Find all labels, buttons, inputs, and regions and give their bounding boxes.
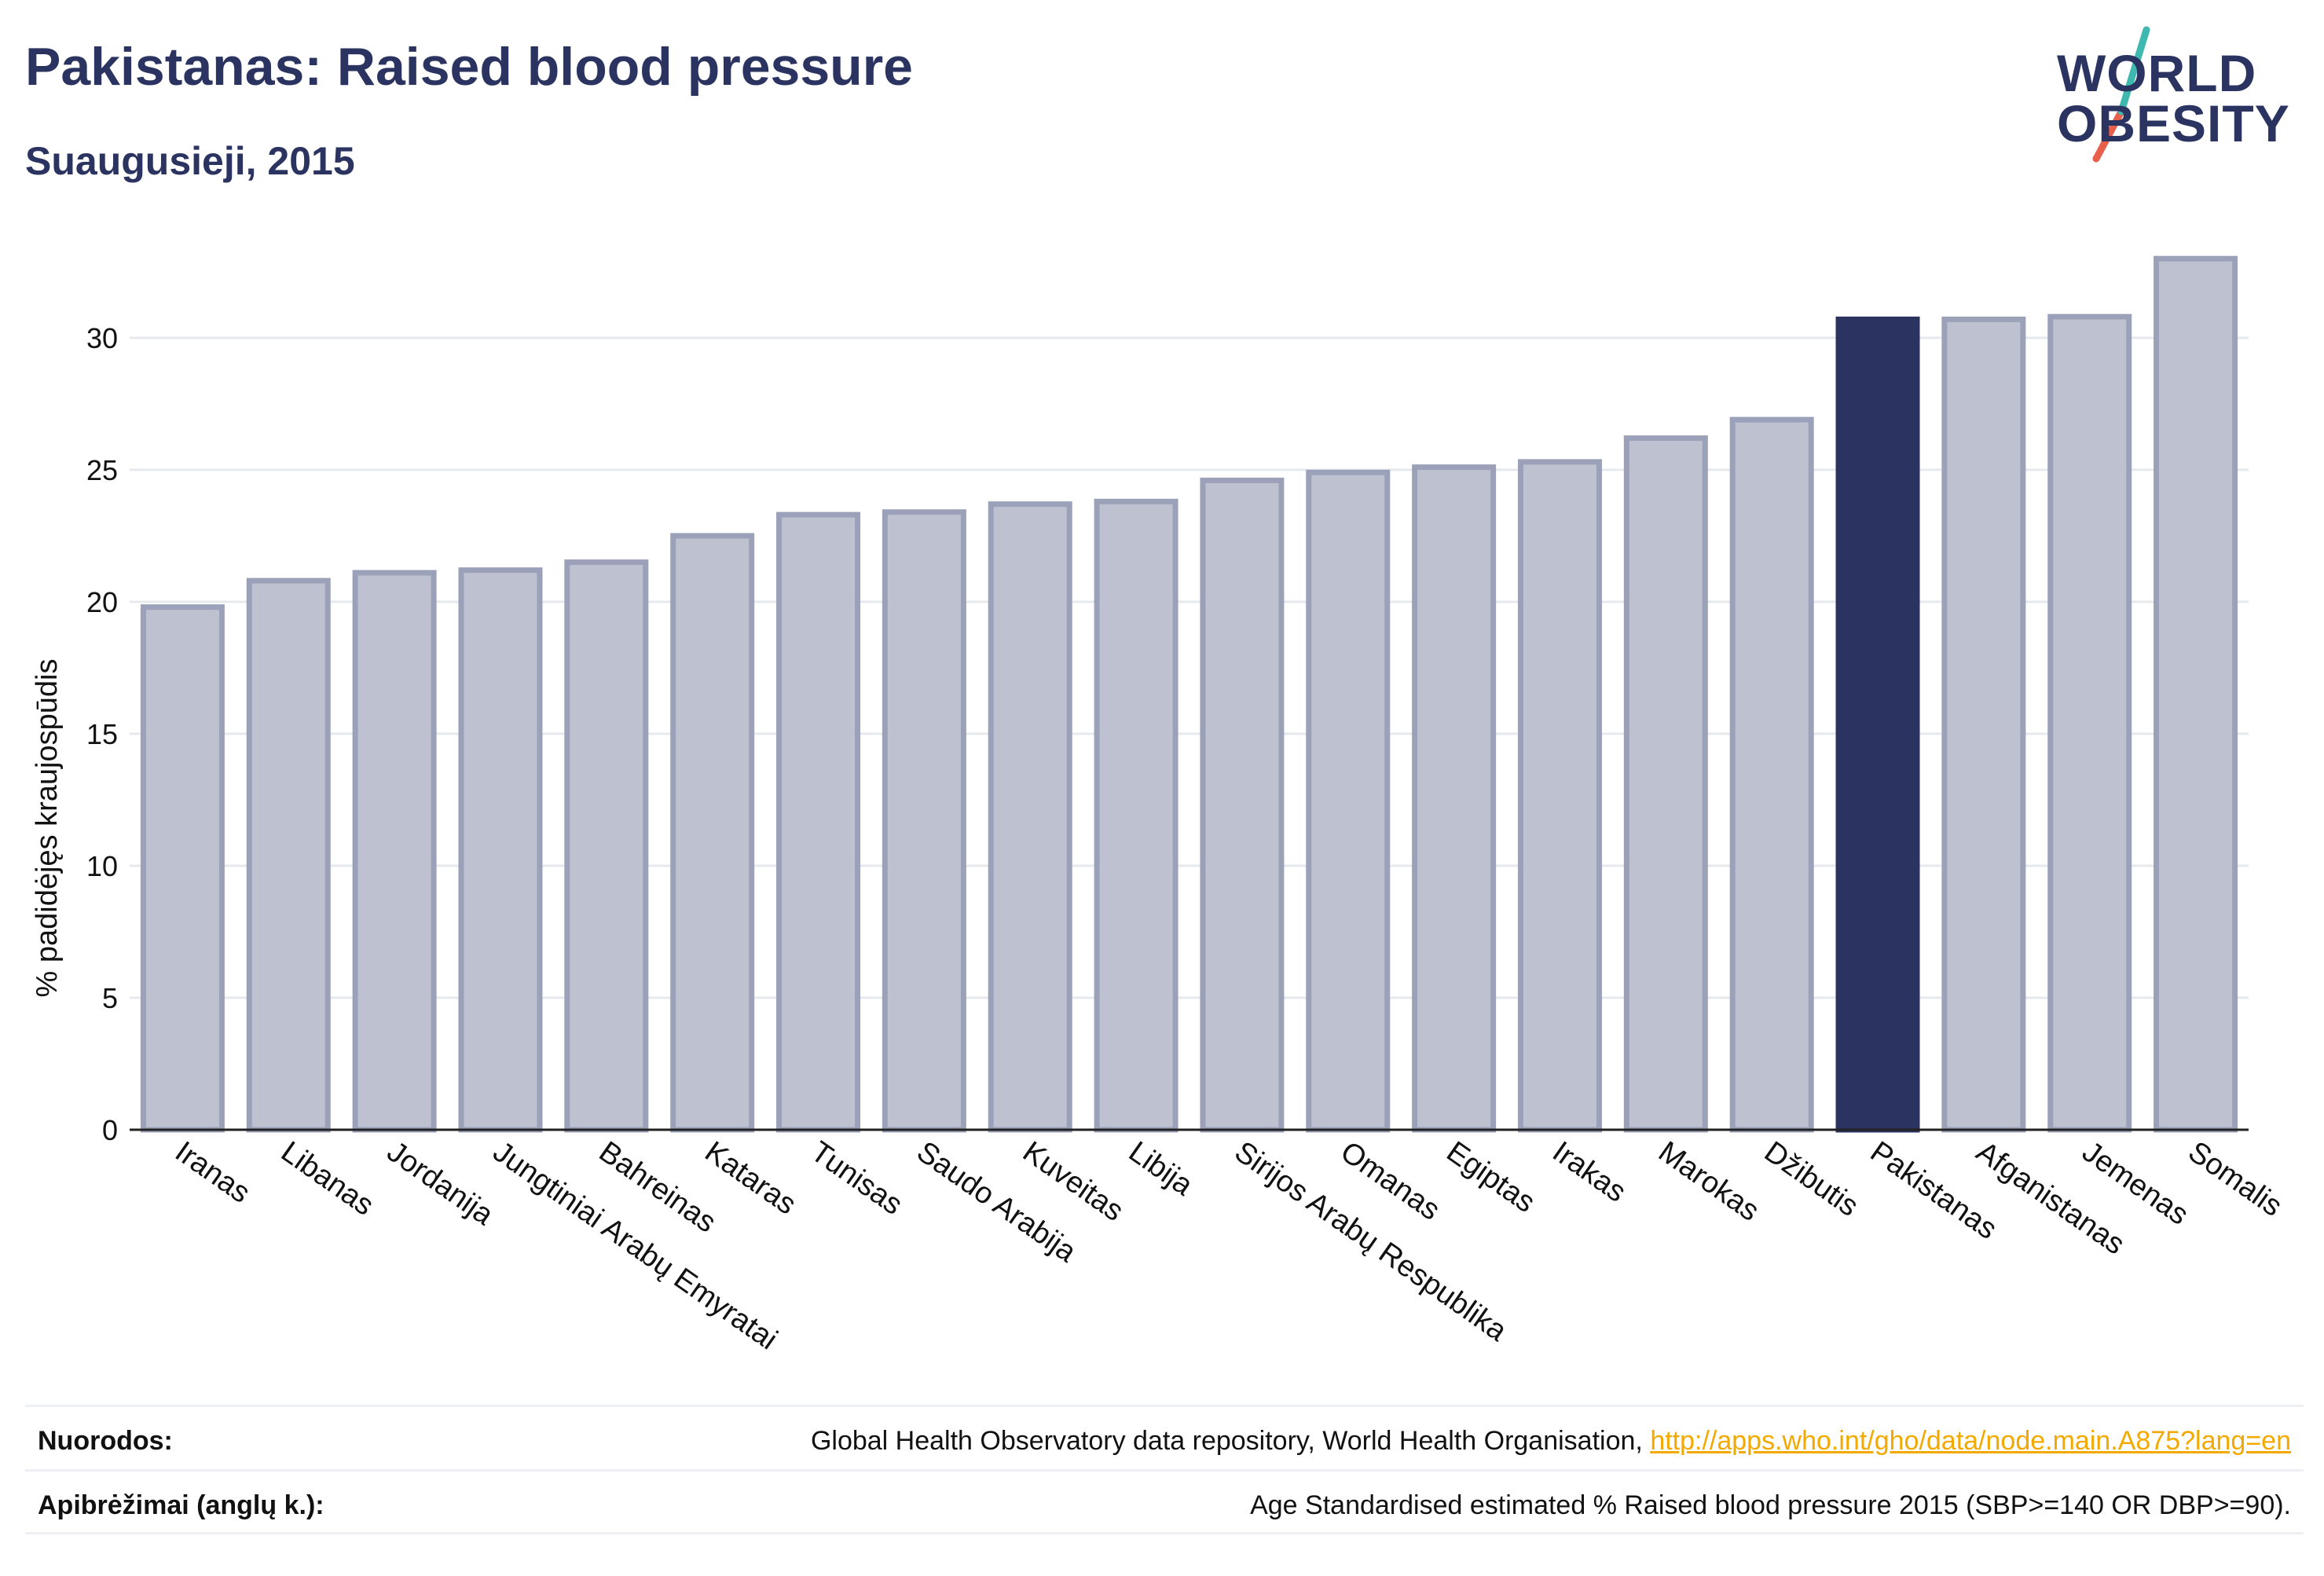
- footer-divider: [25, 1532, 2304, 1534]
- sources-text: Global Health Observatory data repositor…: [810, 1426, 1651, 1456]
- bar-jordanija[interactable]: [352, 570, 437, 1133]
- sources-label: Nuorodos:: [38, 1426, 173, 1456]
- y-tick-label: 20: [86, 586, 118, 618]
- bar-džibutis[interactable]: [1729, 416, 1814, 1133]
- x-tick-label: Jordanija: [381, 1135, 500, 1232]
- bar-jungtiniai-arabų-emyratai[interactable]: [458, 567, 543, 1133]
- y-tick-label: 25: [86, 454, 118, 486]
- x-tick-label: Irakas: [1546, 1135, 1632, 1209]
- logo-line-world: WORLD: [2057, 44, 2257, 102]
- logo-slash-icon: [2092, 26, 2150, 163]
- logo-line-obesity: OBESITY: [2057, 94, 2290, 152]
- footer-definitions-row: Apibrėžimai (anglų k.): Age Standardised…: [25, 1469, 2304, 1538]
- bar-egiptas[interactable]: [1412, 464, 1497, 1133]
- bar-libanas[interactable]: [246, 577, 331, 1133]
- bar-saudo-arabija[interactable]: [882, 509, 966, 1133]
- x-tick-label: Tunisas: [805, 1135, 908, 1222]
- x-tick-label: Egiptas: [1440, 1135, 1541, 1219]
- bar-kataras[interactable]: [670, 533, 755, 1133]
- footer-sources-row: Nuorodos: Global Health Observatory data…: [25, 1405, 2304, 1473]
- gridlines: [130, 336, 2249, 999]
- chart-subtitle: Suaugusieji, 2015: [25, 139, 355, 183]
- chart-title: Pakistanas: Raised blood pressure: [25, 37, 913, 97]
- bar-marokas[interactable]: [1623, 435, 1708, 1133]
- x-tick-label: Libanas: [275, 1135, 379, 1222]
- bar-tunisas[interactable]: [776, 511, 861, 1133]
- world-obesity-logo: WORLD OBESITY: [2043, 24, 2310, 165]
- bar-bahreinas[interactable]: [564, 559, 649, 1133]
- x-tick-label: Džibutis: [1758, 1135, 1864, 1223]
- bar-kuveitas[interactable]: [988, 501, 1072, 1133]
- x-tick-label: Iranas: [169, 1135, 256, 1210]
- bars: [140, 255, 2238, 1133]
- bar-irakas[interactable]: [1517, 459, 1602, 1133]
- definitions-value: Age Standardised estimated % Raised bloo…: [1250, 1490, 2291, 1520]
- y-tick-label: 15: [86, 718, 118, 750]
- bar-libija[interactable]: [1094, 498, 1178, 1133]
- bar-sirijos-arabų-respublika[interactable]: [1200, 477, 1285, 1133]
- sources-value: Global Health Observatory data repositor…: [811, 1426, 2291, 1457]
- y-tick-label: 5: [102, 982, 118, 1014]
- bar-omanas[interactable]: [1306, 469, 1391, 1133]
- y-tick-label: 30: [86, 322, 118, 354]
- y-axis-label: % padidėjęs kraujospūdis: [31, 659, 64, 998]
- bar-iranas[interactable]: [140, 604, 225, 1133]
- sources-link[interactable]: http://apps.who.int/gho/data/node.main.A…: [1650, 1426, 2291, 1456]
- bar-jemenas[interactable]: [2047, 313, 2132, 1133]
- definitions-label: Apibrėžimai (anglų k.):: [38, 1490, 324, 1520]
- bar-afganistanas[interactable]: [1941, 316, 2026, 1133]
- x-tick-label: Libija: [1123, 1135, 1199, 1203]
- bar-somalis[interactable]: [2154, 255, 2238, 1133]
- bar-pakistanas[interactable]: [1835, 316, 1920, 1133]
- x-tick-label: Marokas: [1652, 1135, 1765, 1228]
- y-tick-label: 10: [86, 850, 118, 882]
- y-tick-label: 0: [102, 1114, 118, 1146]
- x-tick-label: Somalis: [2182, 1135, 2288, 1223]
